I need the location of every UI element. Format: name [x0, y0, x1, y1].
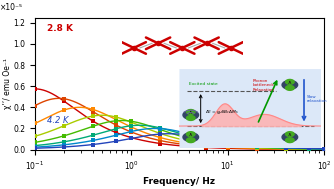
Y-axis label: χ’’/ emu Oe⁻¹: χ’’/ emu Oe⁻¹: [3, 58, 12, 109]
Text: 2.8 K: 2.8 K: [46, 24, 72, 33]
Text: ×10⁻⁵: ×10⁻⁵: [0, 3, 23, 12]
X-axis label: Frequency/ Hz: Frequency/ Hz: [143, 177, 215, 186]
Text: 4.2 K: 4.2 K: [46, 116, 68, 125]
